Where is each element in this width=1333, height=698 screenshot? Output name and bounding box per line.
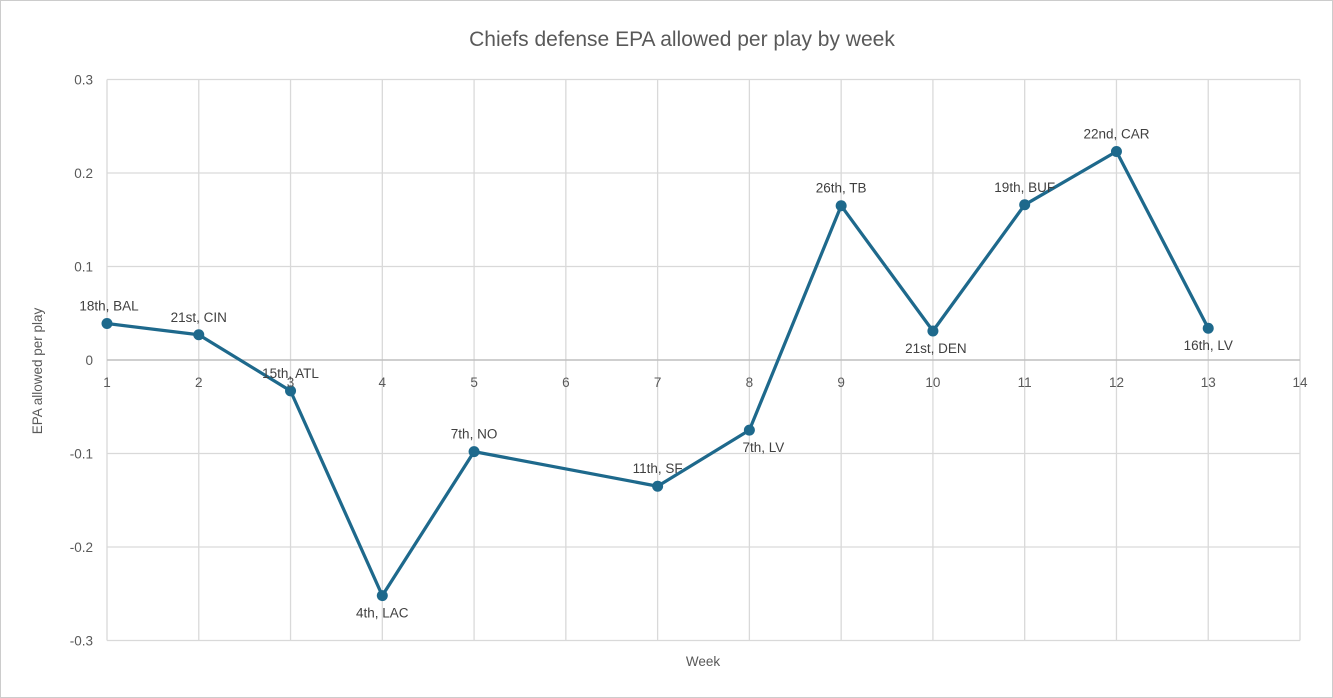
x-tick-label: 10 [925,375,940,390]
data-labels: 18th, BAL 21st, CIN 15th, ATL 4th, LAC 7th, … [79,126,1233,620]
data-point-label: 19th, BUF [994,180,1055,195]
data-point-label: 22nd, CAR [1083,126,1149,141]
x-tick-label: 12 [1109,375,1124,390]
chart-title: Chiefs defense EPA allowed per play by w… [469,28,895,51]
x-tick-label: 7 [654,375,662,390]
data-point-label: 21st, CIN [171,310,227,325]
y-axis-title: EPA allowed per play [30,307,45,434]
x-tick-label: 6 [562,375,570,390]
data-point [101,318,113,330]
x-tick-label: 14 [1292,375,1308,390]
x-tick-label: 3 [287,375,295,390]
series-line [105,149,1210,598]
data-point-label: 7th, NO [451,427,498,442]
y-tick-label: -0.1 [70,447,93,462]
data-point [285,385,297,397]
data-point [743,424,755,436]
epa-series [101,145,1214,602]
y-tick-label: 0.2 [74,166,93,181]
y-tick-label: 0.1 [74,260,93,275]
horizontal-gridlines [107,78,1300,642]
data-point-label: 18th, BAL [79,299,139,314]
x-tick-label: 9 [837,375,845,390]
data-point [1110,145,1122,157]
data-point [376,590,388,602]
x-tick-label: 1 [103,375,111,390]
y-tick-label: 0.3 [74,73,93,88]
data-point-label: 11th, SF [633,461,683,476]
data-point-label: 16th, LV [1184,338,1233,353]
data-point-label: 7th, LV [742,440,784,455]
data-point-label: 26th, TB [816,181,867,196]
data-point [1202,322,1214,334]
data-point [468,446,480,458]
y-tick-label: -0.2 [70,540,93,555]
x-tick-label: 13 [1201,375,1216,390]
x-axis-tick-labels: 1 2 3 4 5 6 7 8 9 10 11 12 13 14 [103,375,1308,390]
x-tick-label: 5 [470,375,478,390]
data-point [927,325,939,337]
data-point-label: 4th, LAC [356,606,409,621]
y-tick-label: -0.3 [70,634,93,649]
data-point-label: 21st, DEN [905,341,967,356]
data-point [193,329,205,341]
y-axis-tick-labels: 0.3 0.2 0.1 0 -0.1 -0.2 -0.3 [70,73,93,649]
data-point [1019,199,1031,211]
x-tick-label: 8 [746,375,754,390]
data-point-label: 15th, ATL [262,366,319,381]
x-tick-label: 2 [195,375,203,390]
y-tick-label: 0 [85,353,93,368]
x-tick-label: 4 [379,375,387,390]
data-point [835,200,847,212]
data-point [652,480,664,492]
x-axis-title: Week [686,654,721,669]
x-tick-label: 11 [1018,375,1032,390]
